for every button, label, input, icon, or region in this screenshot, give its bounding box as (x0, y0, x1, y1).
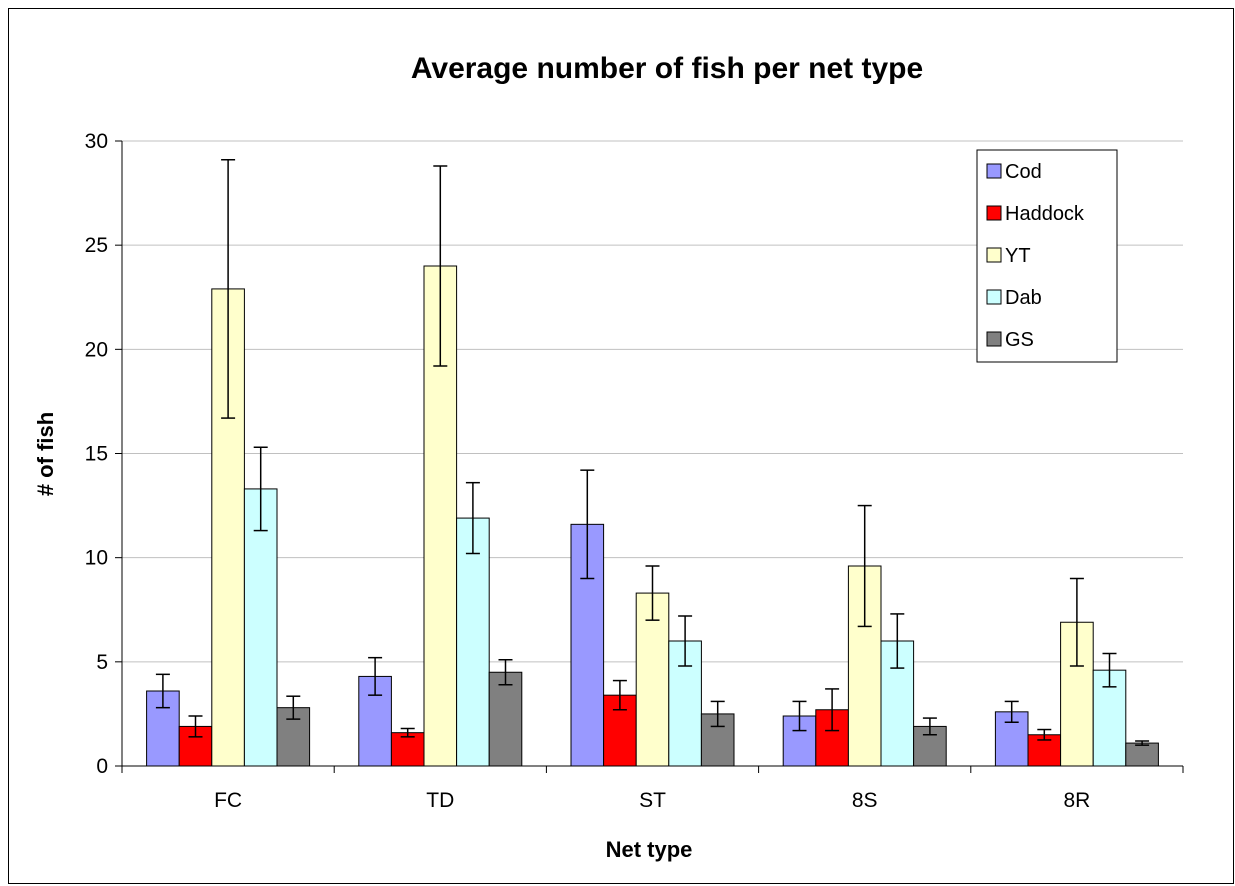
legend-swatch (986, 331, 1002, 347)
gridlines (122, 140, 1183, 663)
legend-swatch (986, 205, 1002, 221)
x-tick-label: ST (639, 789, 666, 812)
y-tick-labels: 0 5 10 15 20 25 30 (85, 130, 108, 778)
x-axis-title: Net type (606, 837, 693, 862)
y-tick-label: 10 (85, 547, 108, 570)
bar-gs (913, 725, 947, 767)
legend-swatch (986, 247, 1002, 263)
bar-dab (456, 517, 490, 767)
legend: Cod Haddock YT Dab GS (976, 149, 1118, 363)
x-tick-label: FC (214, 789, 242, 812)
bar-gs (1125, 742, 1159, 767)
legend-swatch (986, 289, 1002, 305)
bar-haddock (390, 732, 425, 767)
y-axis-title: # of fish (33, 412, 58, 496)
legend-label: Dab (1005, 287, 1042, 309)
legend-swatch (986, 163, 1002, 179)
error-bars (155, 159, 1150, 746)
bar-yt (635, 592, 670, 767)
y-tick-label: 20 (85, 338, 108, 361)
x-tick-label: TD (426, 789, 454, 812)
legend-label: Cod (1005, 161, 1042, 183)
bar-gs (488, 671, 523, 767)
y-tick-label: 5 (96, 651, 108, 674)
y-tick-label: 25 (85, 234, 108, 257)
y-tick-label: 15 (85, 443, 108, 466)
x-tick-label: 8R (1063, 789, 1090, 812)
y-tick-label: 0 (96, 755, 108, 778)
x-tick-labels: FC TD ST 8S 8R (214, 789, 1090, 812)
legend-label: YT (1005, 245, 1031, 267)
chart-title: Average number of fish per net type (411, 52, 923, 85)
axes (115, 140, 1184, 773)
bar-dab (243, 488, 278, 767)
legend-label: Haddock (1005, 203, 1085, 225)
legend-label: GS (1005, 329, 1034, 351)
x-tick-label: 8S (852, 789, 878, 812)
y-tick-label: 30 (85, 130, 108, 153)
